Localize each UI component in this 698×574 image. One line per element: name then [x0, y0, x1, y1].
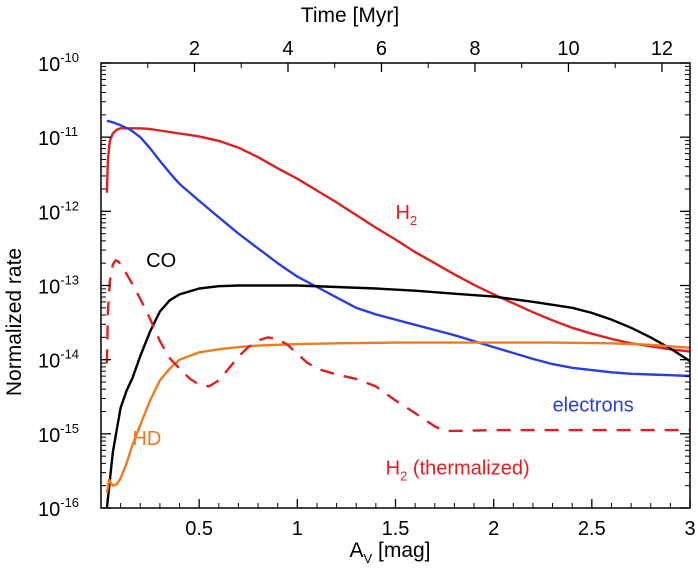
x-axis-title-sub: V	[363, 551, 372, 566]
series-label: CO	[146, 250, 176, 272]
x-tick-label: 3	[684, 518, 695, 540]
top-x-axis: 2 4 6 8 10 12	[147, 38, 673, 72]
series-line-h2-thermalized	[105, 259, 690, 433]
x-tick-label: 1.5	[382, 518, 410, 540]
x-tick-label: 0.5	[185, 518, 213, 540]
plot-frame	[100, 62, 691, 509]
plot-border	[100, 62, 691, 509]
top-x-tick-label: 12	[651, 38, 673, 60]
y-tick-label: 10-13	[38, 273, 79, 299]
x-axis: 0.5 1 1.5 2 2.5 3	[120, 499, 696, 540]
x-tick-label: 2.5	[578, 518, 606, 540]
y-tick-label: 10-12	[38, 198, 79, 224]
y-tick-label: 10-16	[38, 495, 79, 521]
top-x-tick-label: 4	[282, 38, 293, 60]
x-axis-title: AV [mag]	[349, 539, 430, 566]
top-axis-title: Time [Myr]	[301, 4, 399, 27]
series-label: HD	[132, 428, 161, 450]
series-lines	[105, 119, 691, 509]
x-tick-label: 2	[488, 518, 499, 540]
series-label: electrons	[553, 395, 634, 417]
top-x-tick-label: 10	[557, 38, 579, 60]
x-axis-title-unit: [mag]	[372, 539, 430, 562]
top-x-tick-label: 8	[469, 38, 480, 60]
top-x-tick-label: 6	[376, 38, 387, 60]
x-tick-label: 1	[292, 518, 303, 540]
series-line-electrons	[106, 119, 691, 378]
series-label: H2 (thermalized)	[386, 458, 530, 484]
series-line-co	[105, 284, 691, 509]
y-tick-label: 10-15	[38, 421, 79, 447]
series-line-hd	[105, 341, 691, 494]
y-tick-label: 10-11	[38, 124, 78, 150]
y-tick-label: 10-10	[38, 50, 79, 76]
y-tick-label: 10-14	[38, 347, 79, 373]
x-axis-title-main: A	[349, 539, 363, 562]
y-axis-title: Normalized rate	[3, 248, 26, 396]
top-x-tick-label: 2	[189, 38, 200, 60]
series-label: H2	[396, 202, 418, 228]
series-line-h2	[105, 127, 691, 353]
y-axis: 10-16 10-15 10-14 10-13 10-12 10-11 10-10	[38, 50, 690, 521]
series-labels: H2 electrons CO HD H2 (thermalized)	[132, 202, 633, 484]
